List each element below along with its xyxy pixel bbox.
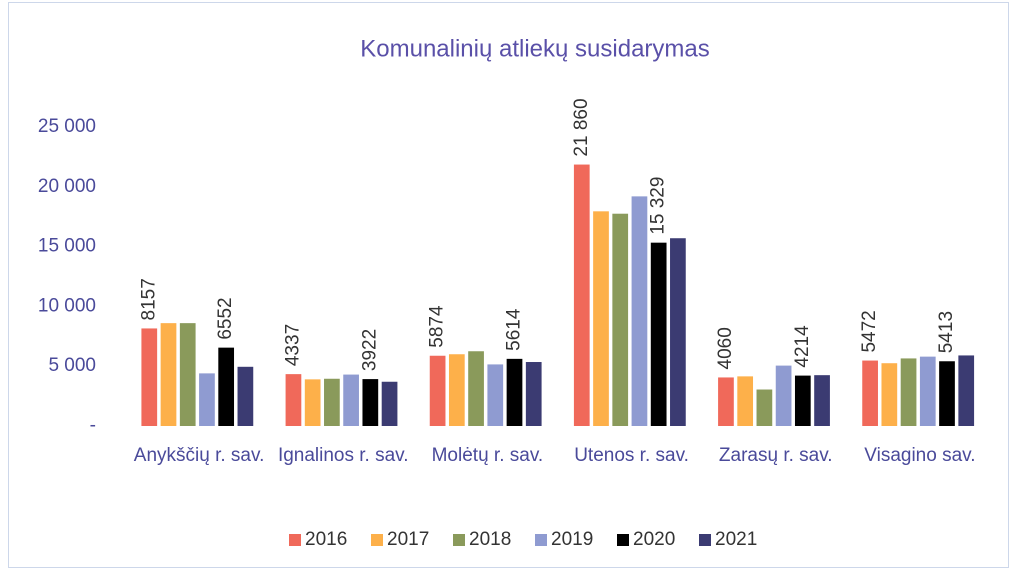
bar (237, 366, 254, 426)
bar (631, 196, 648, 426)
data-label: 21 860 (571, 98, 592, 156)
y-tick-label: 10 000 (38, 295, 96, 316)
bar (487, 364, 504, 426)
data-label: 4214 (792, 325, 813, 368)
legend-swatch (371, 534, 383, 546)
legend-label: 2016 (305, 529, 347, 550)
bar (593, 211, 609, 426)
data-label: 5472 (859, 310, 880, 352)
data-label: 4337 (282, 324, 303, 366)
bar (304, 379, 321, 426)
bar (429, 355, 446, 426)
bar (862, 360, 878, 426)
y-tick-label: 25 000 (38, 116, 96, 137)
bar (573, 164, 590, 427)
legend-label: 2018 (469, 529, 511, 550)
legend-label: 2019 (551, 529, 593, 550)
legend-label: 2021 (715, 529, 757, 550)
x-tick-label: Utenos r. sav. (574, 445, 689, 466)
bar (881, 363, 898, 426)
legend-label: 2020 (633, 529, 675, 550)
data-label: 5874 (427, 305, 448, 348)
bar (958, 355, 975, 426)
y-tick-label: 20 000 (38, 176, 96, 197)
bar (919, 356, 936, 426)
chart-border (8, 2, 1009, 568)
bar (737, 376, 754, 426)
legend-swatch (453, 534, 465, 546)
bar (900, 358, 917, 426)
bar (525, 362, 542, 426)
bar (939, 361, 955, 426)
bar (343, 374, 359, 426)
bar (612, 213, 629, 426)
data-label: 5413 (936, 311, 957, 353)
bar (650, 242, 667, 426)
bar (775, 365, 792, 426)
legend-swatch (617, 534, 629, 546)
x-tick-label: Anykščių r. sav. (133, 445, 265, 466)
bar (285, 374, 302, 426)
bar (362, 379, 379, 426)
legend-swatch (699, 534, 711, 546)
bar (324, 378, 340, 426)
data-label: 8157 (138, 278, 159, 320)
x-tick-label: Molėtų r. sav. (431, 445, 544, 466)
bar (448, 354, 465, 426)
data-label: 4060 (715, 327, 736, 369)
bar (199, 373, 215, 426)
y-tick-label: - (90, 415, 96, 436)
x-tick-label: Visagino sav. (864, 445, 976, 466)
chart-title: Komunalinių atliekų susidarymas (360, 35, 710, 62)
legend-swatch (289, 534, 301, 546)
data-label: 5614 (504, 308, 525, 351)
bar (218, 347, 235, 426)
data-label: 3922 (359, 329, 380, 371)
bar (794, 375, 811, 426)
bar (670, 238, 686, 426)
bar (718, 377, 734, 426)
x-tick-label: Ignalinos r. sav. (277, 445, 409, 466)
bar (160, 323, 177, 426)
x-tick-label: Zarasų r. sav. (718, 445, 833, 466)
bar (179, 323, 196, 426)
y-tick-label: 5 000 (48, 355, 96, 376)
legend-label: 2017 (387, 529, 429, 550)
bar (814, 375, 830, 426)
bar (468, 351, 484, 426)
bar (506, 358, 523, 426)
data-label: 6552 (215, 297, 236, 339)
bar (141, 328, 158, 426)
data-label: 15 329 (648, 177, 669, 235)
legend-swatch (535, 534, 547, 546)
bar (756, 389, 773, 426)
y-tick-label: 15 000 (38, 236, 96, 257)
bar (381, 381, 398, 426)
